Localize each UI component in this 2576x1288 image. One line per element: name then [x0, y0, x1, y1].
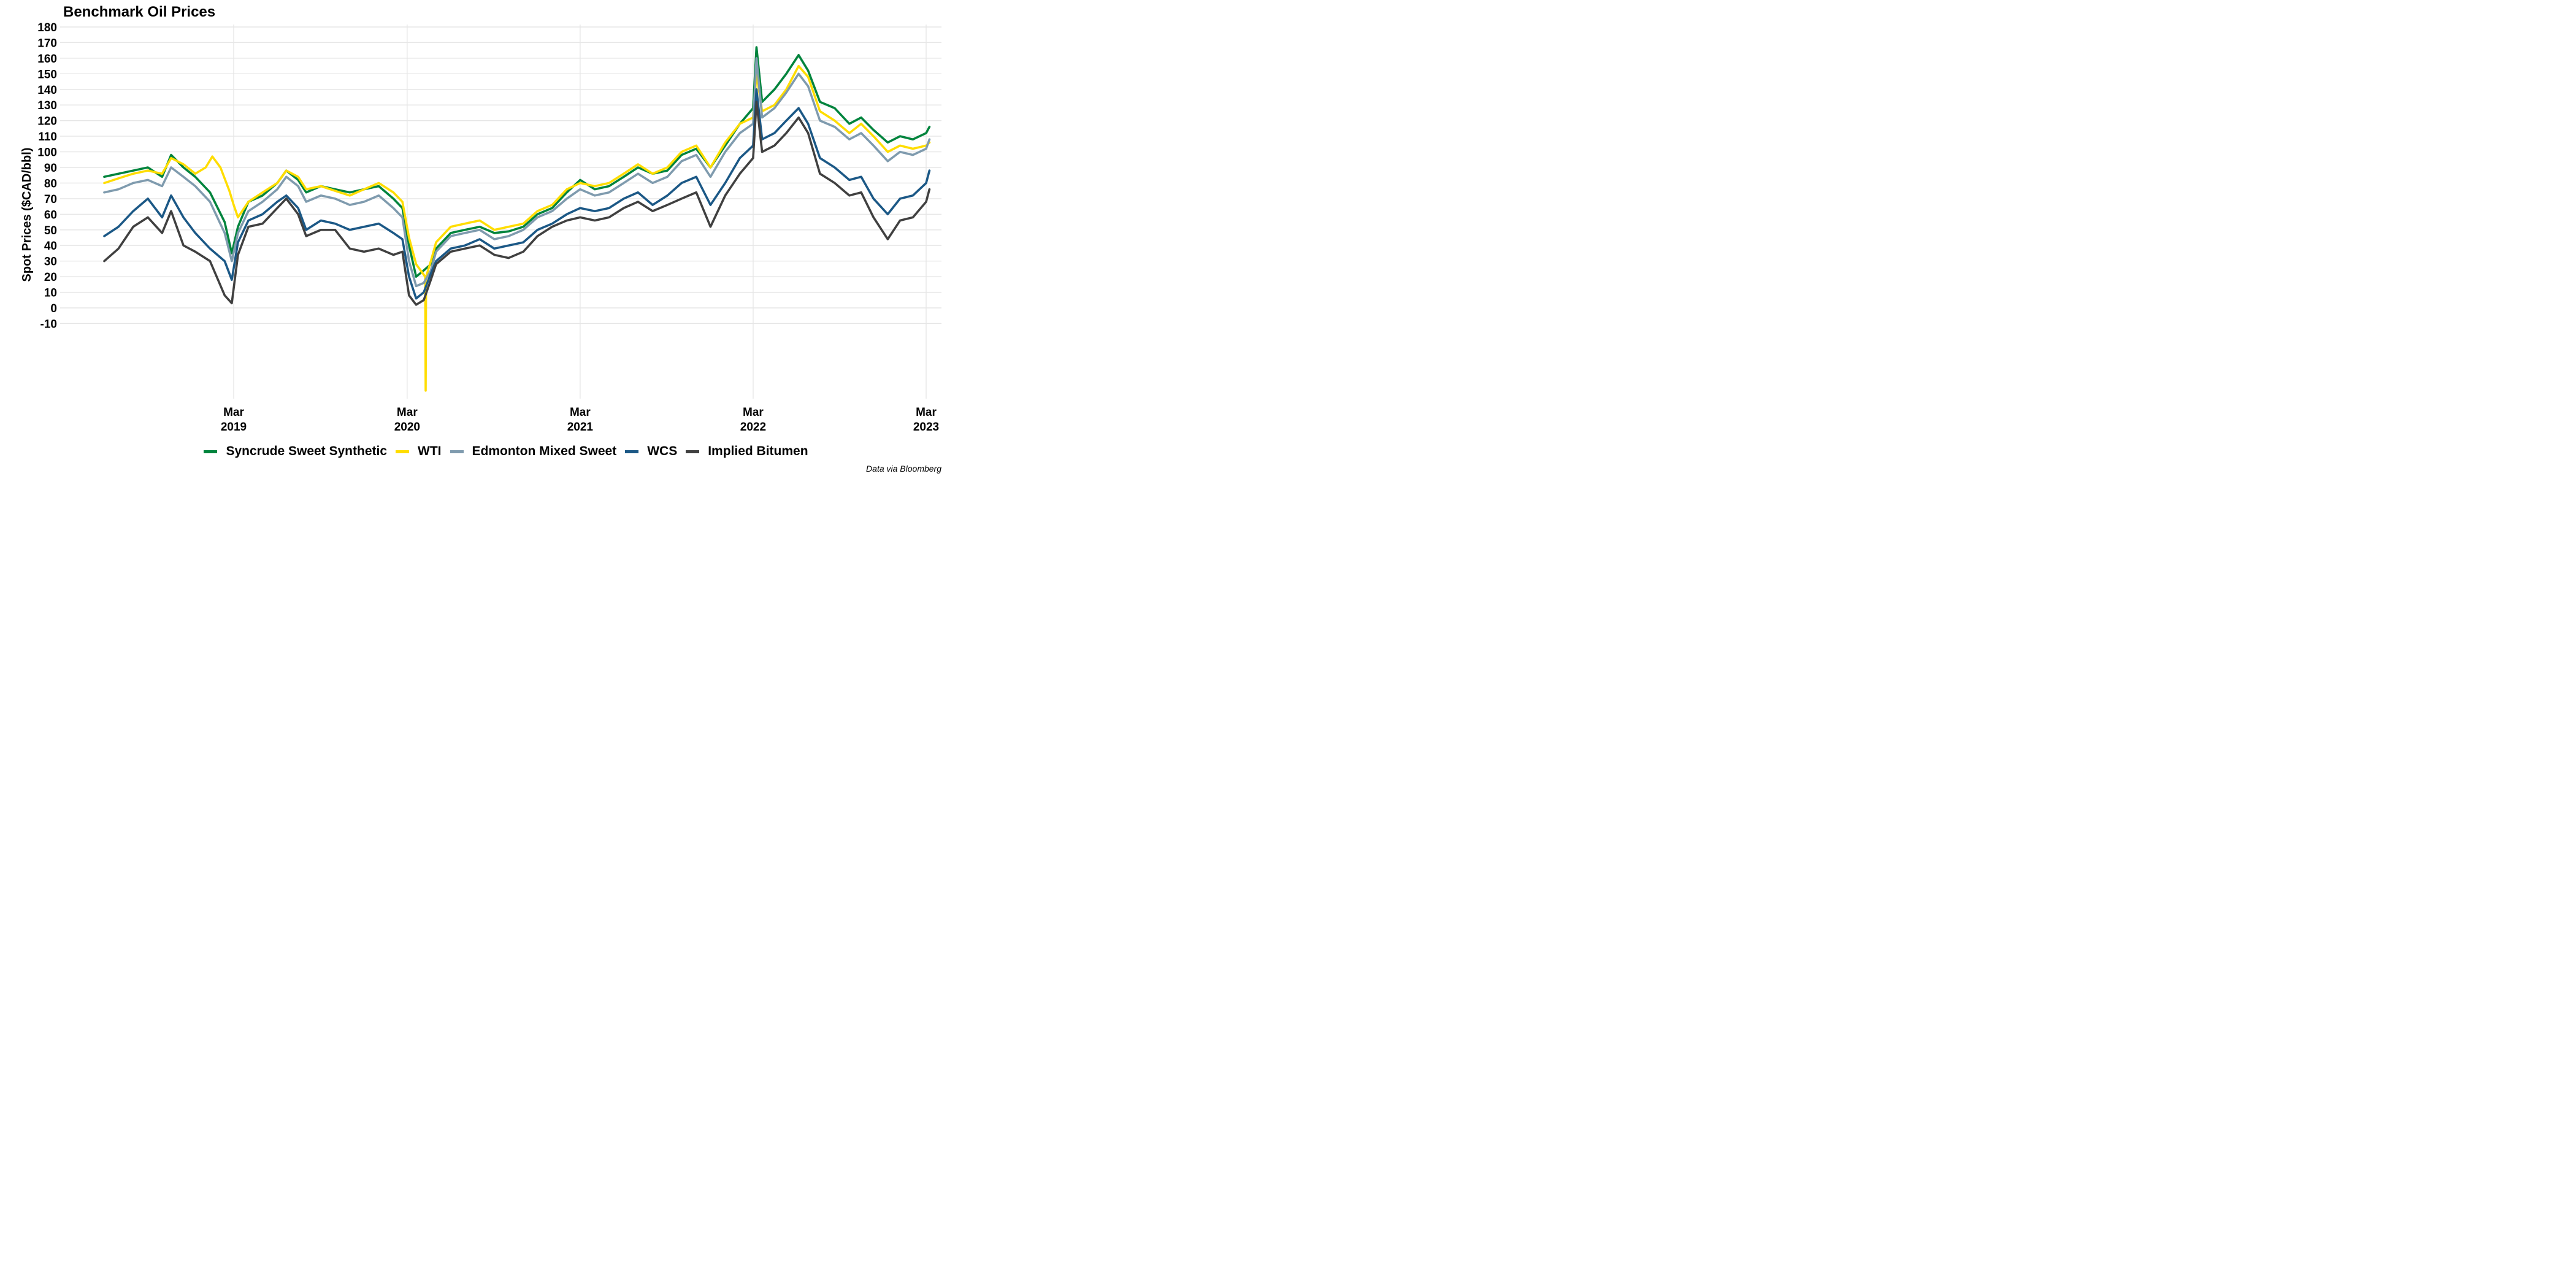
- chart-svg: -10 0 10 20 30 40 50 60 70 80 90 100 110 120 130 140 150…: [20, 21, 941, 434]
- y-tick-label: 30: [44, 256, 57, 269]
- legend-item: WTI: [396, 444, 442, 459]
- legend-label: WTI: [418, 444, 442, 458]
- x-axis-ticks: Mar 2019 Mar 2020 Mar 2021 Mar 2022 Mar 2023: [221, 406, 939, 434]
- legend-item: Edmonton Mixed Sweet: [450, 444, 617, 459]
- legend-swatch: [625, 450, 639, 453]
- y-tick-label: 140: [37, 84, 57, 97]
- source-caption: Data via Bloomberg: [866, 464, 941, 473]
- y-axis-ticks: -10 0 10 20 30 40 50 60 70 80 90 100 110 120 130 140 150…: [37, 21, 57, 331]
- x-tick-label: 2021: [567, 421, 594, 434]
- series-line-implied-bitumen: [103, 101, 931, 306]
- y-tick-label: 40: [44, 240, 57, 253]
- series-line-edmonton-mixed-sweet: [103, 57, 931, 288]
- x-tick-label: Mar: [223, 406, 244, 419]
- chart-title: Benchmark Oil Prices: [63, 4, 216, 20]
- legend-swatch: [686, 450, 700, 453]
- y-tick-label: 110: [38, 131, 57, 144]
- y-tick-label: 150: [37, 68, 57, 81]
- y-tick-label: -10: [40, 318, 57, 331]
- legend-swatch: [396, 450, 410, 453]
- y-tick-label: 70: [44, 193, 57, 206]
- series-lines: [103, 46, 931, 392]
- x-tick-label: 2020: [394, 421, 420, 434]
- series-line-wcs: [103, 88, 931, 300]
- x-tick-label: Mar: [397, 406, 418, 419]
- legend-swatch: [450, 450, 464, 453]
- legend-label: Implied Bitumen: [708, 444, 808, 458]
- x-tick-label: 2023: [913, 421, 939, 434]
- y-tick-label: 100: [37, 147, 57, 159]
- y-tick-label: 130: [37, 99, 57, 112]
- y-axis-label: Spot Prices ($CAD/bbl): [20, 148, 34, 282]
- y-tick-label: 60: [44, 209, 57, 221]
- x-tick-label: Mar: [743, 406, 764, 419]
- y-tick-label: 160: [37, 53, 57, 66]
- y-tick-label: 170: [37, 37, 57, 50]
- series-line-syncrude-sweet-synthetic: [103, 46, 931, 278]
- y-tick-label: 0: [50, 302, 57, 315]
- y-tick-label: 20: [44, 271, 57, 284]
- x-tick-label: 2019: [221, 421, 247, 434]
- legend-label: Syncrude Sweet Synthetic: [226, 444, 388, 458]
- legend: Syncrude Sweet Synthetic WTI Edmonton Mixe…: [0, 444, 1012, 459]
- y-tick-label: 80: [44, 177, 57, 190]
- legend-label: Edmonton Mixed Sweet: [472, 444, 617, 458]
- y-tick-label: 120: [37, 115, 57, 128]
- y-tick-label: 50: [44, 224, 57, 237]
- x-tick-label: 2022: [740, 421, 766, 434]
- series-line-wti: [103, 64, 931, 392]
- y-tick-label: 90: [44, 162, 57, 175]
- legend-item: Syncrude Sweet Synthetic: [204, 444, 387, 459]
- y-tick-label: 180: [37, 21, 57, 34]
- x-tick-label: Mar: [916, 406, 937, 419]
- legend-label: WCS: [647, 444, 678, 458]
- x-tick-label: Mar: [570, 406, 591, 419]
- y-tick-label: 10: [44, 287, 57, 300]
- legend-item: Implied Bitumen: [686, 444, 808, 459]
- legend-item: WCS: [625, 444, 677, 459]
- legend-swatch: [204, 450, 218, 453]
